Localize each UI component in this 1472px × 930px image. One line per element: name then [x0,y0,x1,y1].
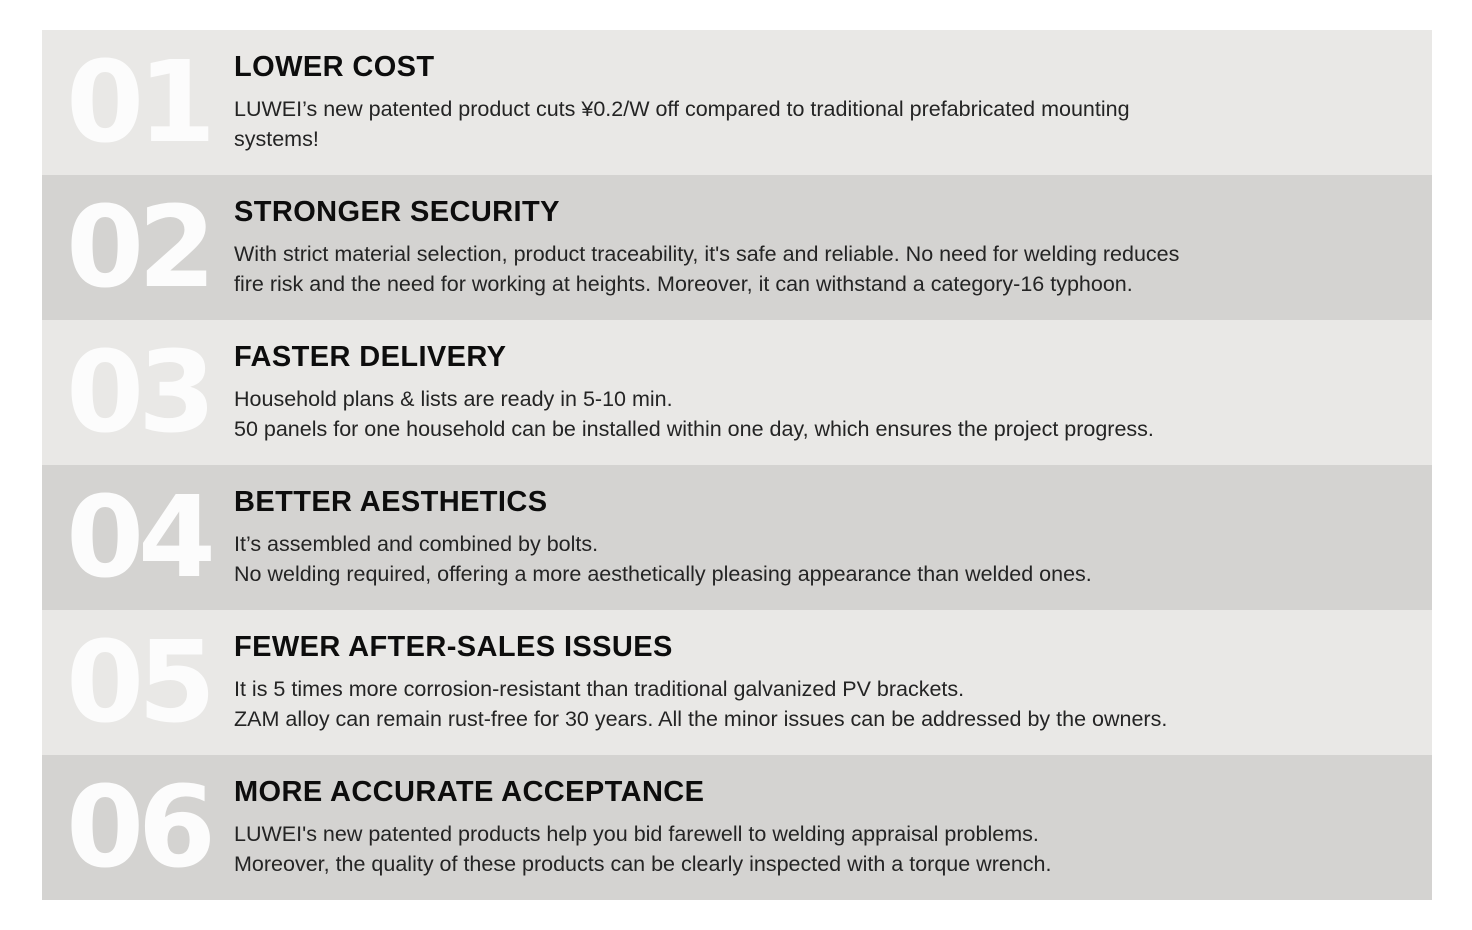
feature-row-05: 05 FEWER AFTER-SALES ISSUES It is 5 time… [42,610,1432,755]
feature-content-01: LOWER COST LUWEI’s new patented product … [234,30,1432,175]
feature-description-line: Moreover, the quality of these products … [234,852,1052,876]
feature-description-line: It’s assembled and combined by bolts. [234,532,599,556]
feature-number-01: 01 [66,37,216,168]
feature-row-01: 01 LOWER COST LUWEI’s new patented produ… [42,30,1432,175]
feature-number-04: 04 [66,472,216,603]
feature-content-04: BETTER AESTHETICS It’s assembled and com… [234,465,1432,610]
feature-row-06: 06 MORE ACCURATE ACCEPTANCE LUWEI's new … [42,755,1432,900]
feature-content-05: FEWER AFTER-SALES ISSUES It is 5 times m… [234,610,1432,755]
feature-title-02: STRONGER SECURITY [234,196,560,228]
feature-row-04: 04 BETTER AESTHETICS It’s assembled and … [42,465,1432,610]
feature-title-04: BETTER AESTHETICS [234,486,548,518]
feature-description-line: Household plans & lists are ready in 5-1… [234,387,673,411]
feature-content-06: MORE ACCURATE ACCEPTANCE LUWEI's new pat… [234,755,1432,900]
feature-number-02: 02 [66,182,216,313]
feature-content-02: STRONGER SECURITY With strict material s… [234,175,1432,320]
feature-number-03: 03 [66,327,216,458]
feature-title-03: FASTER DELIVERY [234,341,507,373]
feature-description-line: With strict material selection, product … [234,242,1180,266]
feature-description-line: LUWEI’s new patented product cuts ¥0.2/W… [234,97,1130,121]
feature-number-06: 06 [66,762,216,893]
feature-list: 01 LOWER COST LUWEI’s new patented produ… [42,30,1432,900]
feature-title-06: MORE ACCURATE ACCEPTANCE [234,776,705,808]
feature-title-05: FEWER AFTER-SALES ISSUES [234,631,673,663]
feature-row-03: 03 FASTER DELIVERY Household plans & lis… [42,320,1432,465]
feature-description-line: systems! [234,127,319,151]
feature-description-line: 50 panels for one household can be insta… [234,417,1154,441]
feature-number-05: 05 [66,617,216,748]
feature-description-line: No welding required, offering a more aes… [234,562,1092,586]
feature-description-line: LUWEI's new patented products help you b… [234,822,1039,846]
feature-row-02: 02 STRONGER SECURITY With strict materia… [42,175,1432,320]
feature-content-03: FASTER DELIVERY Household plans & lists … [234,320,1432,465]
feature-title-01: LOWER COST [234,51,435,83]
feature-description-line: ZAM alloy can remain rust-free for 30 ye… [234,707,1168,731]
feature-description-line: fire risk and the need for working at he… [234,272,1133,296]
feature-description-line: It is 5 times more corrosion-resistant t… [234,677,965,701]
